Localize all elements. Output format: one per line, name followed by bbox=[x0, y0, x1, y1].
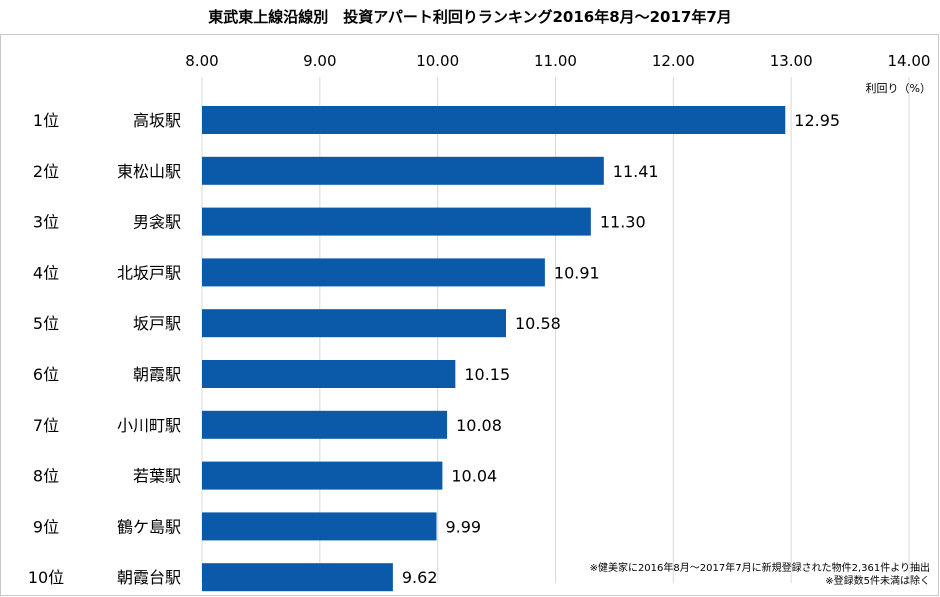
category-label: 男衾駅 bbox=[133, 213, 181, 232]
data-label: 10.58 bbox=[515, 314, 561, 333]
x-tick-label: 11.00 bbox=[534, 52, 577, 70]
x-tick-label: 12.00 bbox=[652, 52, 695, 70]
data-label: 10.04 bbox=[451, 467, 497, 486]
chart-title: 東武東上線沿線別 投資アパート利回りランキング2016年8月～2017年7月 bbox=[208, 8, 732, 26]
bar bbox=[202, 563, 393, 592]
rank-label: 10位 bbox=[28, 568, 64, 587]
bars bbox=[202, 106, 786, 592]
bar bbox=[202, 410, 448, 439]
bar bbox=[202, 207, 591, 236]
x-tick-label: 14.00 bbox=[888, 52, 931, 70]
data-label: 11.30 bbox=[600, 213, 646, 232]
category-label: 朝霞台駅 bbox=[117, 568, 181, 587]
rank-label: 9位 bbox=[33, 517, 59, 536]
x-tick-label: 9.00 bbox=[303, 52, 336, 70]
rank-label: 8位 bbox=[33, 467, 59, 486]
bar bbox=[202, 258, 545, 287]
x-axis-ticks: 8.00 9.00 10.00 11.00 12.00 13.00 14.00 bbox=[185, 52, 930, 70]
category-label: 小川町駅 bbox=[117, 416, 181, 435]
data-label: 10.91 bbox=[554, 263, 600, 282]
category-label: 高坂駅 bbox=[133, 111, 181, 130]
rank-label: 7位 bbox=[33, 416, 59, 435]
bar bbox=[202, 309, 507, 338]
bar bbox=[202, 156, 604, 185]
axis-unit-label: 利回り（%） bbox=[866, 82, 931, 95]
category-label: 朝霞駅 bbox=[133, 365, 181, 384]
rank-label: 3位 bbox=[33, 213, 59, 232]
bar bbox=[202, 106, 786, 134]
plot-border bbox=[0, 34, 939, 596]
data-label: 10.08 bbox=[456, 416, 502, 435]
category-label: 若葉駅 bbox=[133, 467, 181, 486]
category-label: 坂戸駅 bbox=[133, 314, 181, 333]
data-label: 9.62 bbox=[402, 568, 438, 587]
x-tick-label: 10.00 bbox=[416, 52, 459, 70]
x-tick-label: 8.00 bbox=[185, 52, 218, 70]
data-label: 9.99 bbox=[445, 517, 481, 536]
rank-label: 5位 bbox=[33, 314, 59, 333]
rank-label: 4位 bbox=[33, 263, 59, 282]
data-label: 10.15 bbox=[464, 365, 510, 384]
exclusion-note: ※登録数5件未満は除く bbox=[825, 574, 930, 587]
rank-label: 2位 bbox=[33, 162, 59, 181]
bar bbox=[202, 360, 456, 388]
bar bbox=[202, 512, 437, 541]
category-label: 北坂戸駅 bbox=[117, 263, 181, 282]
data-label: 12.95 bbox=[794, 111, 840, 130]
rank-label: 6位 bbox=[33, 365, 59, 384]
bar bbox=[202, 461, 443, 490]
category-label: 鶴ケ島駅 bbox=[117, 517, 181, 536]
row-labels: 12.95 1位 高坂駅 11.41 2位 東松山駅 11.30 3位 男衾駅 10.91 4位 北坂… bbox=[28, 111, 840, 587]
x-tick-label: 13.00 bbox=[770, 52, 813, 70]
data-label: 11.41 bbox=[613, 162, 659, 181]
category-label: 東松山駅 bbox=[117, 162, 181, 181]
source-note: ※健美家に2016年8月～2017年7月に新規登録された物件2,361件より抽出 bbox=[590, 561, 930, 574]
rank-label: 1位 bbox=[33, 111, 59, 130]
